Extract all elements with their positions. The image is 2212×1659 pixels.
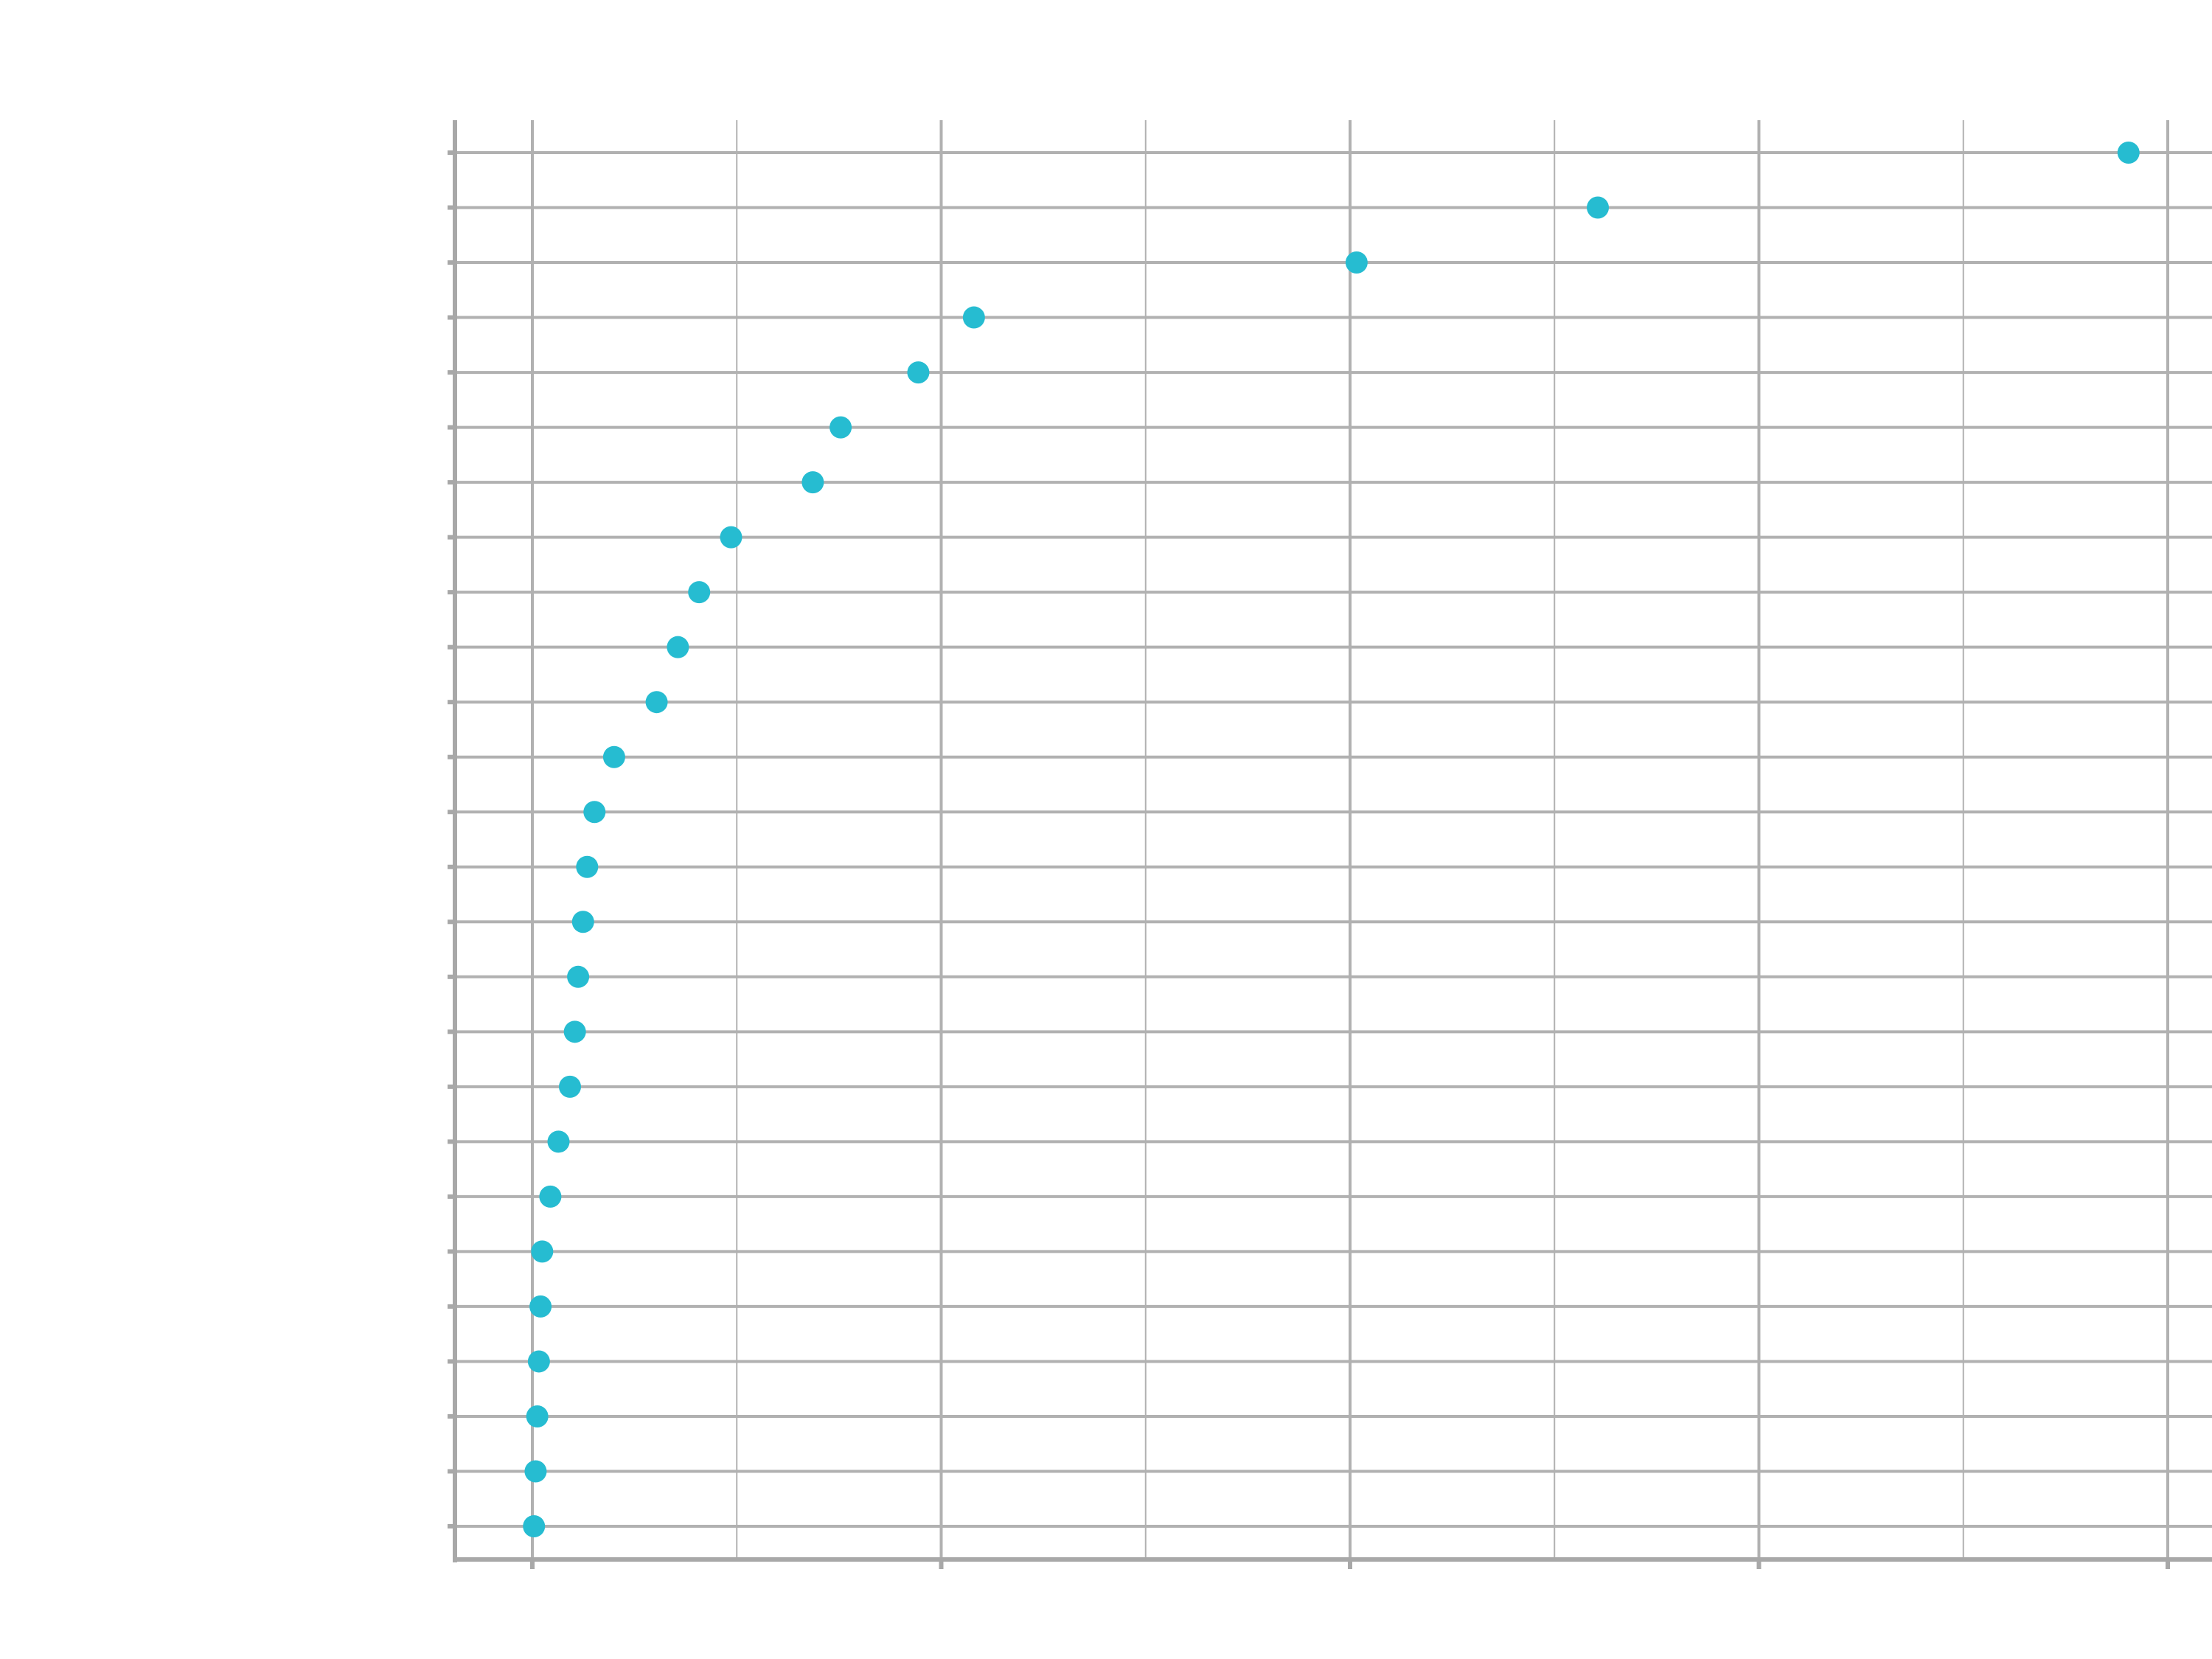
data-point <box>547 1130 570 1153</box>
data-point <box>688 581 711 604</box>
grid <box>455 120 2212 1559</box>
data-point <box>2117 142 2140 164</box>
data-point <box>645 691 668 714</box>
data-point <box>667 636 689 658</box>
data-point <box>527 1350 550 1373</box>
data-point <box>1345 251 1368 274</box>
data-point <box>602 745 625 768</box>
data-point <box>1587 196 1610 219</box>
data-point <box>720 526 742 549</box>
data-point <box>962 306 985 329</box>
data-point <box>571 911 594 933</box>
data-point <box>567 965 590 988</box>
axes <box>448 120 2212 1569</box>
data-point <box>830 416 852 439</box>
data-point <box>801 471 824 494</box>
data-point <box>576 855 599 878</box>
data-point <box>539 1185 562 1208</box>
data-point <box>563 1020 586 1043</box>
data-point <box>523 1515 546 1537</box>
data-point <box>907 361 930 384</box>
data-point <box>526 1405 549 1427</box>
data-point <box>559 1075 582 1098</box>
data-point <box>529 1295 552 1318</box>
data-point <box>524 1460 547 1483</box>
data-point <box>583 801 606 824</box>
data-point <box>531 1240 554 1263</box>
data-points <box>523 142 2140 1537</box>
